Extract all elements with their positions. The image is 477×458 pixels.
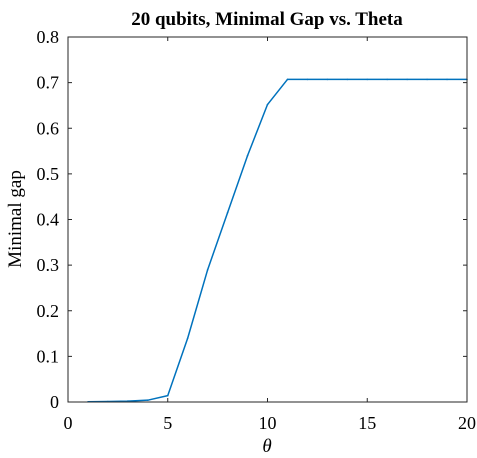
data-point: [147, 399, 149, 401]
data-point: [326, 78, 329, 81]
data-point: [166, 394, 169, 397]
y-tick-label: 0.8: [37, 27, 60, 47]
data-point: [386, 78, 389, 81]
data-point: [226, 211, 229, 214]
x-tick-label: 0: [64, 413, 73, 433]
data-point: [186, 337, 189, 339]
y-tick-label: 0.4: [37, 210, 60, 230]
x-axis-label: θ: [262, 436, 271, 457]
plot-area-frame: [67, 36, 468, 403]
data-point: [127, 400, 129, 402]
x-tick-label: 5: [163, 413, 172, 433]
data-point: [426, 78, 428, 81]
y-tick-label: 0.3: [37, 255, 60, 275]
y-tick-label: 0: [50, 392, 59, 412]
y-tick-label: 0.1: [37, 346, 60, 366]
data-point: [286, 78, 289, 81]
data-point: [266, 103, 269, 106]
data-point: [366, 78, 369, 81]
data-point: [406, 78, 408, 81]
chart-title: 20 qubits, Minimal Gap vs. Theta: [131, 9, 403, 30]
x-tick-label: 15: [358, 413, 376, 433]
x-tick-label: 10: [259, 413, 277, 433]
data-point: [306, 78, 309, 81]
y-tick-label: 0.5: [37, 164, 60, 184]
tick-layer: 0 5 10 15 20 0 0.1 0.2 0.3 0.4 0.5 0.6 0.7 0.8: [37, 27, 477, 433]
x-tick-label: 20: [458, 413, 476, 433]
data-point: [206, 268, 209, 271]
data-point: [346, 78, 349, 81]
data-point: [446, 78, 448, 81]
y-axis-label: Minimal gap: [5, 170, 26, 268]
data-point: [246, 154, 249, 157]
y-tick-label: 0.7: [37, 73, 60, 93]
series-line-0: [87, 78, 467, 403]
y-tick-label: 0.2: [37, 301, 60, 321]
series-layer: [87, 78, 468, 403]
y-tick-label: 0.6: [37, 118, 60, 138]
